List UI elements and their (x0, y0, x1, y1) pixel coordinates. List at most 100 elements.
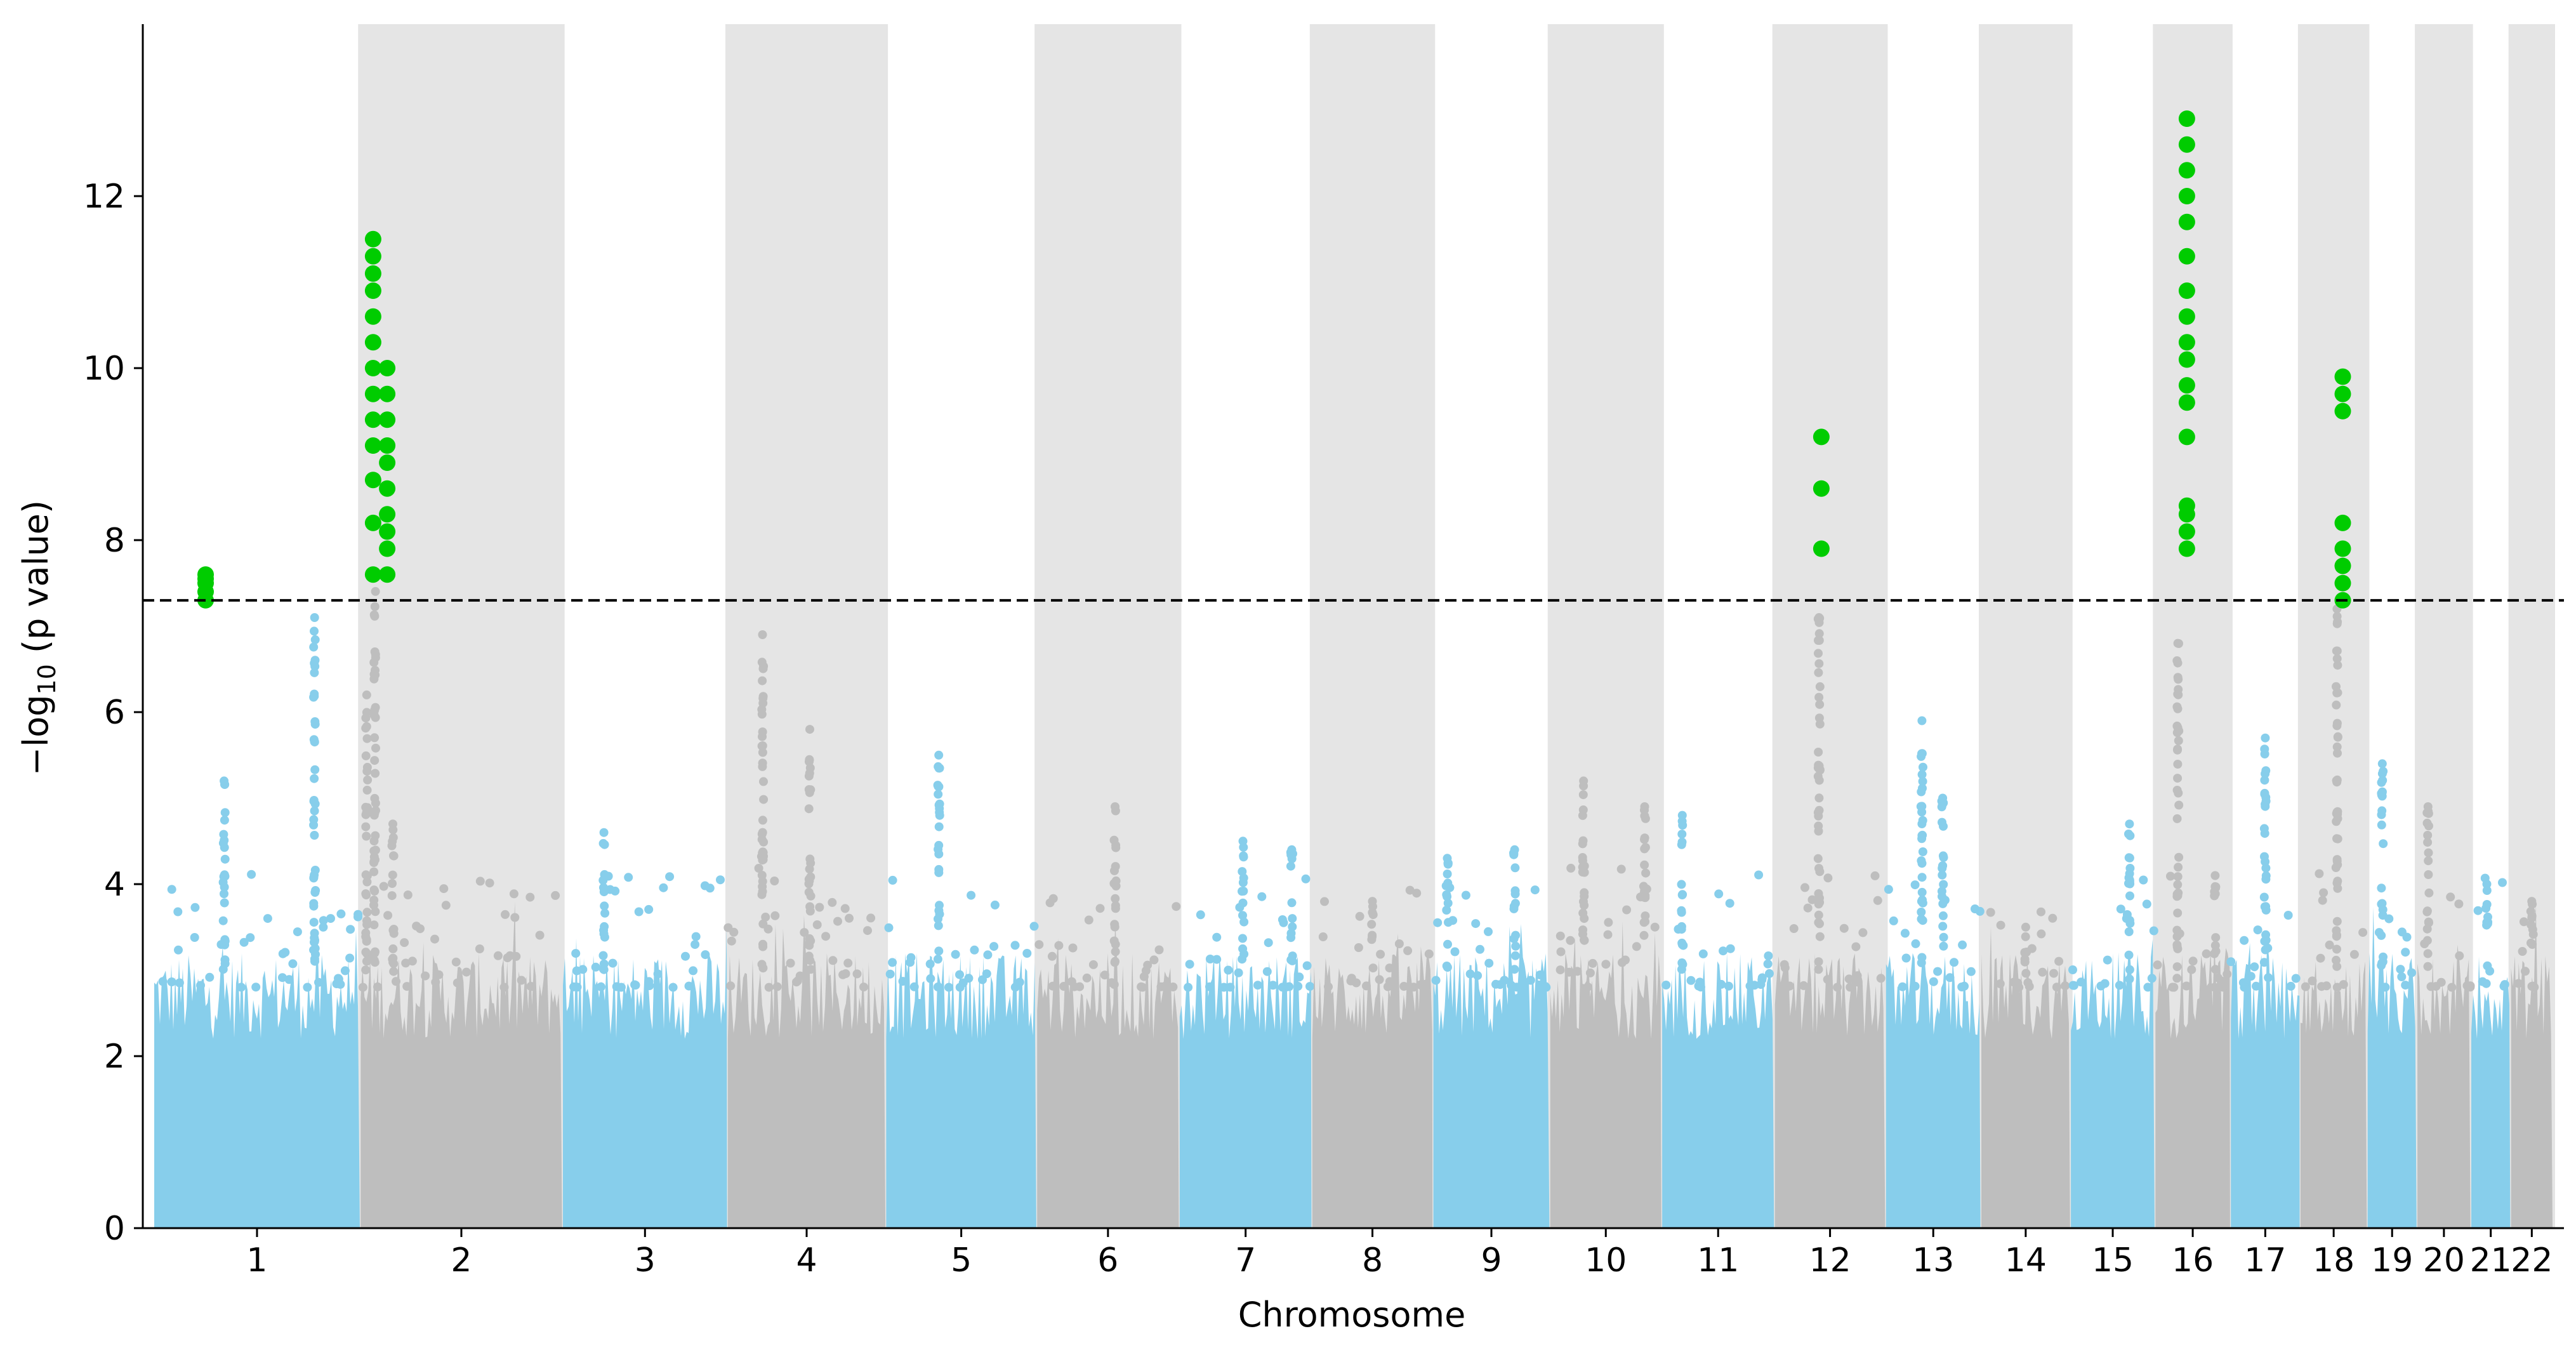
significant-point (364, 308, 381, 325)
chromosome-10-points (1550, 921, 1661, 1228)
x-tick-label-5: 5 (951, 1241, 972, 1280)
y-axis-title-rest: (p value) (16, 500, 56, 664)
chromosome-15-points (2071, 939, 2155, 1228)
chromosome-22-peak-1 (2526, 897, 2537, 949)
significant-point (364, 248, 381, 265)
x-tick-label-21: 21 (2470, 1241, 2512, 1280)
significant-point (2334, 557, 2351, 574)
significant-point (2334, 368, 2351, 385)
significant-point (2178, 428, 2195, 446)
chromosome-3-points (563, 927, 727, 1228)
y-tick-label-6: 6 (104, 694, 125, 732)
significant-points (197, 110, 2351, 609)
chromosome-4-upper-points (723, 864, 876, 992)
significant-point (2178, 213, 2195, 230)
chromosome-11-points (1662, 953, 1774, 1228)
chromosome-7-upper-points (1184, 874, 1314, 992)
significant-point (379, 566, 396, 583)
significant-point (379, 540, 396, 557)
chromosome-21-peak-1 (2481, 880, 2493, 970)
y-tick-label-2: 2 (104, 1038, 125, 1076)
x-tick-label-7: 7 (1235, 1241, 1256, 1280)
chromosome-4-peak-1 (756, 630, 769, 973)
chromosome-6-upper-points (1034, 894, 1181, 992)
significant-hits-chr16-5 (2178, 110, 2195, 557)
chromosome-1-peak-1 (218, 776, 230, 974)
significant-point (364, 385, 381, 402)
peak-points (218, 570, 2537, 975)
y-axis-title: −log10 (p value) (16, 500, 61, 776)
x-tick-label-3: 3 (635, 1241, 656, 1280)
x-tick-label-22: 22 (2511, 1241, 2553, 1280)
significant-hits-chr1-1 (197, 566, 214, 609)
chromosome-18-points (2300, 962, 2367, 1228)
x-tick-label-8: 8 (1362, 1241, 1383, 1280)
significant-point (364, 282, 381, 299)
chromosome-12-points (1774, 953, 1886, 1228)
significant-point (2334, 540, 2351, 557)
x-tick-label-19: 19 (2371, 1241, 2413, 1280)
chromosome-12-peak-1 (1813, 613, 1825, 974)
y-axis-ticks: 0 2 4 6 8 10 12 (83, 178, 143, 1248)
chromosome-3-peak-1 (598, 828, 610, 974)
chromosome-4-points (727, 915, 886, 1228)
chromosome-14-points (1981, 927, 2070, 1228)
chromosome-20-points (2417, 944, 2471, 1228)
x-tick-label-9: 9 (1481, 1241, 1502, 1280)
chromosome-5-upper-points (884, 875, 1039, 992)
chromosome-21-points (2471, 956, 2511, 1228)
significant-hits-chr2-3 (379, 360, 396, 583)
chromosome-16-peak-2 (2210, 871, 2221, 974)
chromosome-5-peak-1 (933, 750, 944, 964)
chromosome-3-upper-points (569, 871, 725, 992)
x-tick-label-10: 10 (1585, 1241, 1627, 1280)
significant-point (364, 334, 381, 351)
x-tick-label-2: 2 (451, 1241, 472, 1280)
x-tick-label-20: 20 (2423, 1241, 2465, 1280)
chromosome-18-upper-points (2301, 869, 2368, 992)
x-tick-label-16: 16 (2172, 1241, 2214, 1280)
significant-point (364, 566, 381, 583)
chromosome-8-peak-1 (1367, 897, 1378, 973)
significant-point (2178, 110, 2195, 127)
x-tick-label-13: 13 (1912, 1241, 1954, 1280)
chromosome-8-upper-points (1318, 885, 1434, 992)
chromosome-14-peak-1 (2020, 922, 2031, 967)
significant-point (364, 514, 381, 531)
chromosome-18-peak-1 (2331, 604, 2342, 971)
significant-point (379, 437, 396, 454)
significant-point (1813, 480, 1830, 497)
chromosome-9-upper-points (1431, 881, 1551, 992)
chromosome-20-peak-1 (2422, 802, 2434, 971)
chromosome-6-points (1037, 920, 1179, 1228)
chromosome-19-points (2367, 907, 2417, 1228)
chromosome-17-points (2231, 938, 2300, 1228)
significant-point (2178, 136, 2195, 153)
x-tick-label-12: 12 (1809, 1241, 1851, 1280)
significant-point (2178, 282, 2195, 299)
significant-point (2334, 574, 2351, 592)
x-tick-label-1: 1 (246, 1241, 267, 1280)
x-tick-label-14: 14 (2005, 1241, 2047, 1280)
x-tick-label-17: 17 (2244, 1241, 2286, 1280)
chromosome-10-peak-1 (1578, 776, 1589, 945)
significant-point (2178, 394, 2195, 411)
significant-point (364, 230, 381, 248)
chromosome-9-points (1433, 923, 1550, 1228)
significant-point (379, 506, 396, 523)
y-axis-title-subscript: 10 (33, 664, 61, 694)
significant-point (2178, 334, 2195, 351)
chromosome-19-peak-1 (2377, 759, 2388, 970)
x-axis-title: Chromosome (1238, 1295, 1466, 1335)
x-tick-label-15: 15 (2092, 1241, 2134, 1280)
significant-point (2178, 308, 2195, 325)
chromosome-16-upper-points (2153, 871, 2232, 992)
significant-point (2178, 523, 2195, 540)
chromosome-1-points (154, 930, 360, 1228)
y-axis-title-main: −log (16, 695, 56, 776)
y-tick-label-4: 4 (104, 866, 125, 904)
significant-point (2334, 514, 2351, 531)
chromosome-13-upper-points (1884, 880, 1985, 991)
